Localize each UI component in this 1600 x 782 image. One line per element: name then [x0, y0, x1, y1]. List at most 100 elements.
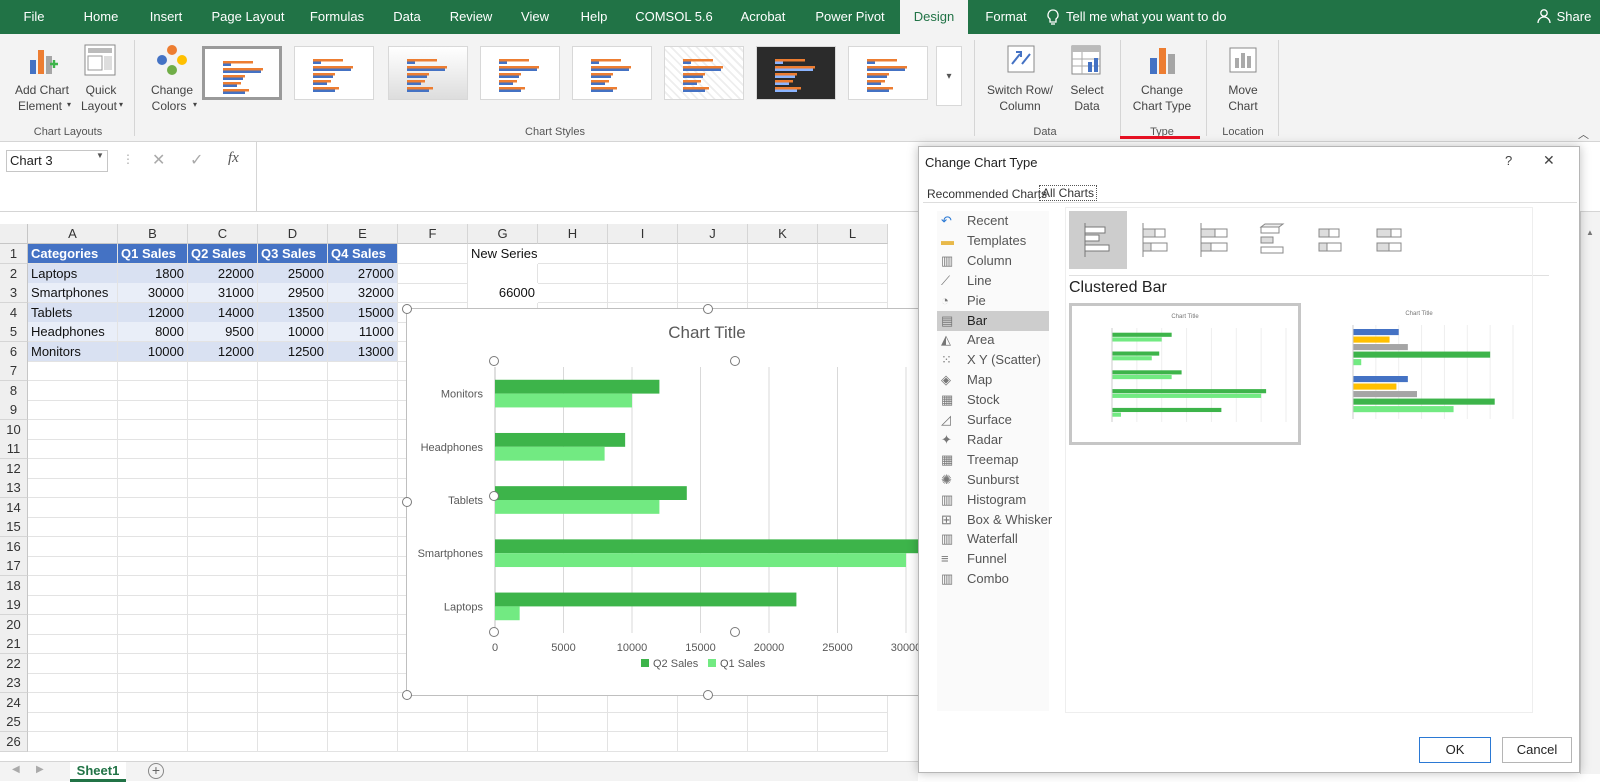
row-header-9[interactable]: 9 [0, 400, 28, 420]
add-sheet-icon[interactable]: + [148, 763, 164, 779]
grid-cell[interactable] [328, 673, 398, 693]
row-header-8[interactable]: 8 [0, 380, 28, 401]
row-header-4[interactable]: 4 [0, 302, 28, 323]
grid-cell[interactable] [28, 731, 118, 752]
chart-type-waterfall[interactable]: ▥ Waterfall [937, 529, 1049, 549]
tab-insert[interactable]: Insert [149, 9, 183, 24]
chart-style-3[interactable] [388, 46, 468, 100]
chart-style-1[interactable] [202, 46, 282, 100]
row-header-2[interactable]: 2 [0, 263, 28, 284]
value-cell[interactable]: 30000 [118, 283, 188, 303]
grid-cell[interactable] [188, 634, 258, 654]
grid-cell[interactable] [328, 380, 398, 401]
row-header-15[interactable]: 15 [0, 517, 28, 537]
grid-cell[interactable] [28, 380, 118, 401]
value-cell[interactable]: 13500 [258, 302, 328, 323]
grid-cell[interactable] [538, 731, 608, 752]
chart-style-4[interactable] [480, 46, 560, 100]
table-header-cell[interactable]: Q2 Sales [188, 244, 258, 264]
bar-q2-sales-laptops[interactable] [495, 592, 797, 607]
grid-cell[interactable] [28, 419, 118, 440]
value-cell[interactable]: 11000 [328, 322, 398, 342]
grid-cell[interactable] [28, 439, 118, 459]
grid-cell[interactable] [28, 712, 118, 732]
grid-cell[interactable] [188, 731, 258, 752]
grid-cell[interactable] [328, 400, 398, 420]
grid-cell[interactable] [118, 692, 188, 713]
enter-check-icon[interactable]: ✓ [190, 152, 204, 169]
chevron-down-icon[interactable]: ▼ [96, 151, 104, 160]
close-button[interactable]: ✕ [1543, 152, 1555, 168]
grid-cell[interactable] [818, 283, 888, 303]
value-cell[interactable]: 22000 [188, 263, 258, 284]
column-header-f[interactable]: F [398, 224, 468, 244]
tab-all-charts[interactable]: All Charts [1039, 185, 1098, 201]
grid-cell[interactable] [28, 497, 118, 518]
chart-type-funnel[interactable]: ≡ Funnel [937, 549, 1049, 569]
bar-q1-sales-headphones[interactable] [495, 446, 605, 461]
value-cell[interactable]: 27000 [328, 263, 398, 284]
grid-cell[interactable] [188, 361, 258, 381]
tab-view[interactable]: View [521, 9, 549, 24]
grid-cell[interactable] [678, 283, 748, 303]
grid-cell[interactable] [818, 263, 888, 284]
plot-area-handle[interactable] [489, 356, 499, 366]
bar-q1-sales-laptops[interactable] [495, 606, 520, 621]
row-header-22[interactable]: 22 [0, 653, 28, 674]
grid-cell[interactable] [328, 478, 398, 498]
value-cell[interactable]: 12000 [188, 341, 258, 362]
chart-type-histogram[interactable]: ▥ Histogram [937, 490, 1049, 510]
grid-cell[interactable] [188, 673, 258, 693]
grid-cell[interactable] [258, 614, 328, 635]
grid-cell[interactable] [608, 283, 678, 303]
grid-cell[interactable] [118, 575, 188, 596]
help-button[interactable]: ? [1505, 153, 1513, 168]
grid-cell[interactable] [28, 458, 118, 479]
grid-cell[interactable] [258, 595, 328, 615]
column-header-k[interactable]: K [748, 224, 818, 244]
value-cell[interactable]: 9500 [188, 322, 258, 342]
column-header-b[interactable]: B [118, 224, 188, 244]
column-header-d[interactable]: D [258, 224, 328, 244]
value-cell[interactable]: 8000 [118, 322, 188, 342]
grid-cell[interactable] [28, 400, 118, 420]
chart-style-8[interactable] [848, 46, 928, 100]
chart-type-treemap[interactable]: ▦ Treemap [937, 450, 1049, 470]
grid-cell[interactable] [258, 380, 328, 401]
grid-cell[interactable] [748, 712, 818, 732]
grid-cell[interactable] [538, 244, 608, 264]
row-header-11[interactable]: 11 [0, 439, 28, 459]
change-chart-type-button[interactable]: Change Chart Type [1124, 38, 1200, 118]
grid-cell[interactable] [398, 712, 468, 732]
grid-cell[interactable] [678, 244, 748, 264]
grid-cell[interactable] [538, 712, 608, 732]
chart-style-6[interactable] [664, 46, 744, 100]
grid-cell[interactable] [328, 419, 398, 440]
chart-type-pie[interactable]: ◔ Pie [937, 291, 1049, 311]
grid-cell[interactable] [118, 536, 188, 557]
chart-type-surface[interactable]: ◿ Surface [937, 410, 1049, 430]
sheet-tab-sheet1[interactable]: Sheet1 [70, 762, 126, 782]
row-header-12[interactable]: 12 [0, 458, 28, 479]
grid-cell[interactable] [468, 712, 538, 732]
chart-type-sunburst[interactable]: ✺ Sunburst [937, 470, 1049, 490]
scroll-left-icon[interactable]: ◀ [12, 764, 20, 775]
chart-type-bar[interactable]: ▤ Bar [937, 310, 1049, 331]
grid-cell[interactable] [818, 731, 888, 752]
row-header-5[interactable]: 5 [0, 322, 28, 342]
plot-area-handle[interactable] [730, 356, 740, 366]
bar-q2-sales-tablets[interactable] [495, 486, 687, 500]
grid-cell[interactable] [118, 400, 188, 420]
row-header-26[interactable]: 26 [0, 731, 28, 752]
row-header-16[interactable]: 16 [0, 536, 28, 557]
column-header-a[interactable]: A [28, 224, 118, 244]
tab-formulas[interactable]: Formulas [309, 9, 365, 24]
column-header-j[interactable]: J [678, 224, 748, 244]
grid-cell[interactable] [118, 380, 188, 401]
bar-q1-sales-smartphones[interactable] [495, 553, 906, 568]
chart-type-templates[interactable]: ▬ Templates [937, 231, 1049, 251]
grid-cell[interactable] [678, 712, 748, 732]
grid-cell[interactable] [258, 536, 328, 557]
tab-acrobat[interactable]: Acrobat [740, 9, 786, 24]
grid-cell[interactable] [118, 614, 188, 635]
